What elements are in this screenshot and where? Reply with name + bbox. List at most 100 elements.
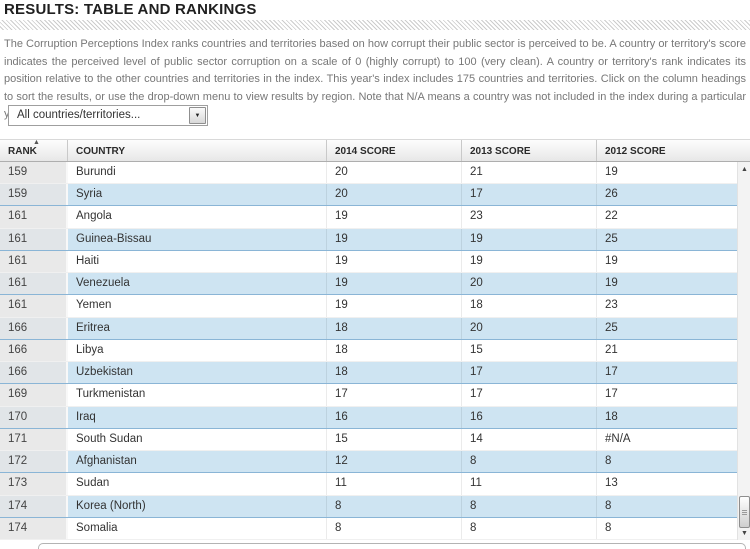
cell-s2014: 12 xyxy=(327,451,462,473)
cell-s2014: 19 xyxy=(327,250,462,273)
cell-s2012: 19 xyxy=(605,254,618,267)
column-header-rank[interactable]: RANK ▲ xyxy=(0,139,68,161)
cell-rank: 161 xyxy=(0,206,68,228)
cell-s2012: 8 xyxy=(605,499,612,512)
cell-country: Eritrea xyxy=(68,317,327,339)
cell-rank: 159 xyxy=(0,184,68,206)
table-row: 173 Sudan 11 11 13 xyxy=(0,473,737,496)
table-row: 159 Burundi 20 21 19 xyxy=(0,162,737,185)
cell-s2013: 17 xyxy=(462,184,597,206)
cell-rank: 174 xyxy=(0,495,68,517)
cell-s2012: 19 xyxy=(605,166,618,178)
scroll-down-icon[interactable]: ▼ xyxy=(741,530,748,537)
cell-rank: 161 xyxy=(0,228,68,250)
table-row: 161 Guinea-Bissau 19 19 25 xyxy=(0,228,737,251)
table-row: 174 Korea (North) 8 8 8 xyxy=(0,495,737,518)
table-row: 170 Iraq 16 16 18 xyxy=(0,406,737,429)
cell-s2012: 25 xyxy=(605,232,618,245)
cell-s2014: 18 xyxy=(327,317,462,339)
cell-country: Afghanistan xyxy=(68,451,327,473)
scroll-up-icon[interactable]: ▲ xyxy=(741,166,748,173)
cell-s2014: 20 xyxy=(327,162,462,184)
vertical-scrollbar[interactable]: ▲ ▼ xyxy=(737,162,750,540)
table-row: 161 Angola 19 23 22 xyxy=(0,206,737,229)
table-row: 161 Yemen 19 18 23 xyxy=(0,295,737,318)
cell-rank: 172 xyxy=(0,451,68,473)
cell-s2012: 13 xyxy=(605,477,618,490)
cell-s2013: 8 xyxy=(462,517,597,539)
table-row: 166 Uzbekistan 18 17 17 xyxy=(0,362,737,385)
cell-s2013: 17 xyxy=(462,362,597,384)
cell-country: Yemen xyxy=(68,295,327,317)
cell-rank: 161 xyxy=(0,273,68,295)
cell-rank: 174 xyxy=(0,517,68,539)
cell-country: Somalia xyxy=(68,517,327,539)
cell-rank: 166 xyxy=(0,339,68,362)
page-title: RESULTS: TABLE AND RANKINGS xyxy=(4,1,257,18)
cell-rank: 171 xyxy=(0,428,68,451)
cell-rank: 166 xyxy=(0,317,68,339)
cell-s2012: 21 xyxy=(605,343,618,356)
column-header-2012-score[interactable]: 2012 SCORE xyxy=(605,146,666,157)
cell-s2012: 17 xyxy=(605,366,618,379)
cell-rank: 173 xyxy=(0,473,68,495)
cell-country: Venezuela xyxy=(68,273,327,295)
table-row: 166 Eritrea 18 20 25 xyxy=(0,317,737,340)
chevron-down-icon: ▼ xyxy=(194,113,201,119)
region-filter-select[interactable]: All countries/territories... ▼ xyxy=(8,105,208,126)
cell-s2013: 8 xyxy=(462,495,597,517)
cell-s2014: 19 xyxy=(327,295,462,317)
table-row: 169 Turkmenistan 17 17 17 xyxy=(0,384,737,407)
cell-s2012: 19 xyxy=(605,277,618,290)
cell-rank: 166 xyxy=(0,362,68,384)
cell-s2014: 11 xyxy=(327,473,462,495)
cell-country: Burundi xyxy=(68,162,327,184)
region-filter-value: All countries/territories... xyxy=(17,109,141,121)
cell-country: Libya xyxy=(68,339,327,362)
cell-s2012: 18 xyxy=(605,410,618,423)
cell-country: Turkmenistan xyxy=(68,384,327,406)
column-header-2014-score[interactable]: 2014 SCORE xyxy=(327,140,462,161)
cell-rank: 170 xyxy=(0,406,68,428)
cell-rank: 161 xyxy=(0,250,68,273)
hatched-divider xyxy=(0,20,750,30)
cell-s2013: 18 xyxy=(462,295,597,317)
cell-country: Uzbekistan xyxy=(68,362,327,384)
cell-s2012: 23 xyxy=(605,299,618,312)
table-body: 159 Burundi 20 21 19 159 Syria 20 17 26 161 Angola 1… xyxy=(0,162,737,540)
cell-country: Angola xyxy=(68,206,327,228)
cell-s2014: 16 xyxy=(327,406,462,428)
cell-s2012: #N/A xyxy=(605,432,631,445)
column-header-2013-score[interactable]: 2013 SCORE xyxy=(462,140,597,161)
cell-country: Haiti xyxy=(68,250,327,273)
results-table: RANK ▲ COUNTRY 2014 SCORE 2013 SCORE 201… xyxy=(0,139,750,540)
cell-s2013: 23 xyxy=(462,206,597,228)
cell-s2012: 8 xyxy=(605,521,612,534)
cell-s2014: 19 xyxy=(327,206,462,228)
table-row: 171 South Sudan 15 14 #N/A xyxy=(0,428,737,452)
cell-s2012: 25 xyxy=(605,321,618,334)
cell-s2013: 16 xyxy=(462,406,597,428)
cell-s2014: 18 xyxy=(327,339,462,362)
cell-s2014: 8 xyxy=(327,495,462,517)
thumb-grip-icon xyxy=(742,510,747,516)
column-header-rank-label: RANK xyxy=(8,146,37,157)
cell-s2012: 22 xyxy=(605,210,618,223)
cell-s2013: 14 xyxy=(462,428,597,451)
cell-country: Iraq xyxy=(68,406,327,428)
cell-country: Korea (North) xyxy=(68,495,327,517)
scrollbar-thumb[interactable] xyxy=(739,496,750,528)
dropdown-button[interactable]: ▼ xyxy=(189,107,206,124)
cell-s2012: 8 xyxy=(605,455,612,468)
column-header-country[interactable]: COUNTRY xyxy=(68,140,327,161)
cell-s2013: 19 xyxy=(462,228,597,250)
cell-country: South Sudan xyxy=(68,428,327,451)
cell-s2014: 15 xyxy=(327,428,462,451)
cell-rank: 161 xyxy=(0,295,68,317)
cell-s2014: 19 xyxy=(327,273,462,295)
cell-s2014: 19 xyxy=(327,228,462,250)
cell-s2013: 11 xyxy=(462,473,597,495)
cell-s2013: 15 xyxy=(462,339,597,362)
sort-asc-icon: ▲ xyxy=(33,139,40,146)
cell-s2012: 17 xyxy=(605,388,618,401)
